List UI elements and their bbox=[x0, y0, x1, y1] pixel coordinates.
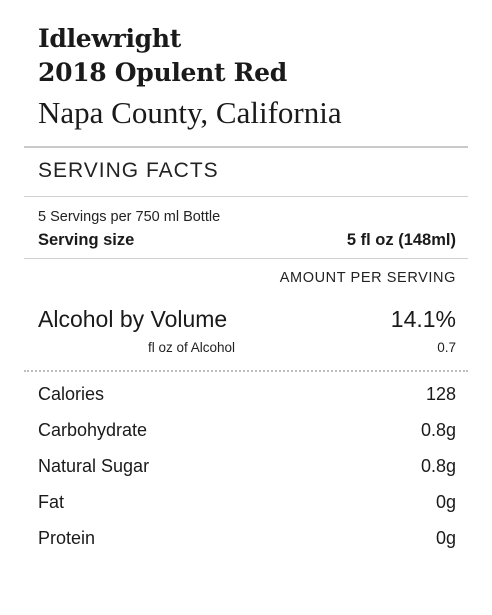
header-divider bbox=[24, 146, 468, 148]
nutrient-name: Fat bbox=[38, 492, 65, 512]
serving-divider bbox=[24, 258, 468, 259]
wine-name: 2018 Opulent Red bbox=[38, 58, 287, 87]
nutrient-value: 0g bbox=[435, 492, 456, 512]
nutrient-row-calories: Calories 128 bbox=[38, 381, 456, 407]
nutrient-name: Calories bbox=[38, 384, 105, 404]
winery-name: Idlewright bbox=[38, 24, 181, 53]
nutrient-row-carbohydrate: Carbohydrate 0.8g bbox=[38, 417, 456, 443]
nutrient-name: Protein bbox=[38, 528, 96, 548]
section-divider bbox=[24, 196, 468, 197]
nutrient-row-protein: Protein 0g bbox=[38, 525, 456, 551]
fl-oz-alcohol-value: 0.7 bbox=[437, 340, 456, 355]
wine-region: Napa County, California bbox=[38, 95, 342, 130]
servings-per-container: 5 Servings per 750 ml Bottle bbox=[38, 209, 221, 225]
serving-size-label: Serving size bbox=[38, 231, 135, 249]
nutrient-value: 128 bbox=[425, 384, 456, 404]
nutrient-value: 0.8g bbox=[420, 420, 456, 440]
nutrient-row-natural-sugar: Natural Sugar 0.8g bbox=[38, 453, 456, 479]
nutrient-name: Carbohydrate bbox=[38, 420, 148, 440]
fl-oz-alcohol-label: fl oz of Alcohol bbox=[148, 340, 236, 355]
alcohol-by-volume-value: 14.1% bbox=[390, 306, 456, 332]
dotted-divider bbox=[24, 370, 468, 372]
serving-size-value: 5 fl oz (148ml) bbox=[346, 231, 456, 249]
section-title: SERVING FACTS bbox=[38, 159, 219, 182]
amount-per-serving-heading: AMOUNT PER SERVING bbox=[279, 270, 456, 286]
nutrient-value: 0g bbox=[435, 528, 456, 548]
nutrient-name: Natural Sugar bbox=[38, 456, 150, 476]
nutrient-row-fat: Fat 0g bbox=[38, 489, 456, 515]
nutrient-value: 0.8g bbox=[420, 456, 456, 476]
alcohol-by-volume-label: Alcohol by Volume bbox=[38, 306, 228, 332]
